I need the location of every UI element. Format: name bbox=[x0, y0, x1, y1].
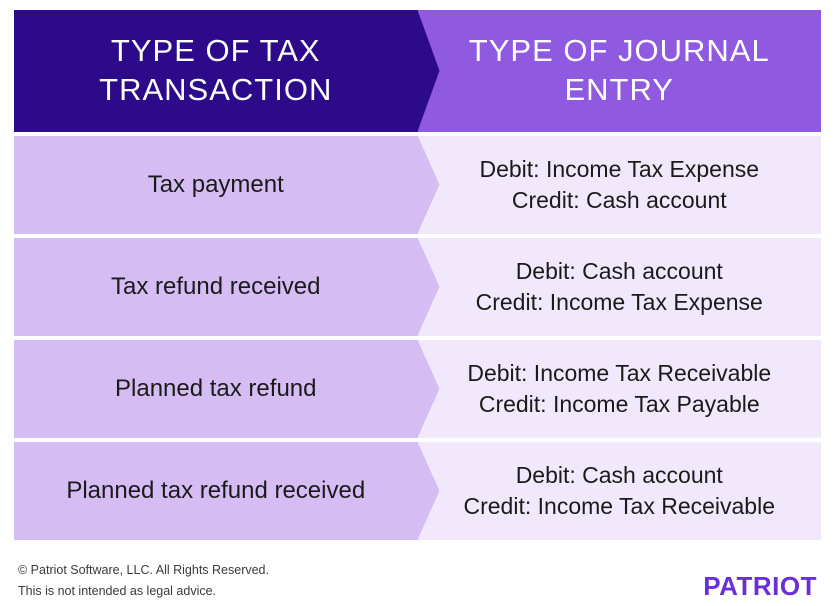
debit-line: Debit: Income Tax Expense bbox=[479, 154, 759, 185]
table-row: Planned tax refund Debit: Income Tax Rec… bbox=[14, 340, 821, 438]
copyright-text: © Patriot Software, LLC. All Rights Rese… bbox=[18, 560, 269, 581]
transaction-label: Tax payment bbox=[148, 171, 284, 199]
header-transaction-type: TYPE OF TAX TRANSACTION bbox=[14, 10, 418, 132]
transaction-cell: Tax refund received bbox=[14, 238, 418, 336]
header-left-label: TYPE OF TAX TRANSACTION bbox=[24, 32, 408, 110]
debit-line: Debit: Income Tax Receivable bbox=[467, 358, 771, 389]
credit-line: Credit: Income Tax Expense bbox=[476, 287, 763, 318]
footer: © Patriot Software, LLC. All Rights Rese… bbox=[14, 544, 821, 606]
transaction-cell: Planned tax refund bbox=[14, 340, 418, 438]
table-row: Tax payment Debit: Income Tax Expense Cr… bbox=[14, 136, 821, 234]
legal-disclaimer-text: This is not intended as legal advice. bbox=[18, 581, 269, 602]
footer-disclaimer-block: © Patriot Software, LLC. All Rights Rese… bbox=[18, 560, 269, 603]
transaction-label: Tax refund received bbox=[111, 273, 320, 301]
credit-line: Credit: Income Tax Payable bbox=[479, 389, 760, 420]
debit-line: Debit: Cash account bbox=[516, 460, 723, 491]
journal-entry-cell: Debit: Cash account Credit: Income Tax R… bbox=[418, 442, 822, 540]
patriot-logo: PATRIOT bbox=[703, 571, 817, 602]
debit-line: Debit: Cash account bbox=[516, 256, 723, 287]
table-header-row: TYPE OF TAX TRANSACTION TYPE OF JOURNAL … bbox=[14, 10, 821, 132]
journal-entry-cell: Debit: Cash account Credit: Income Tax E… bbox=[418, 238, 822, 336]
header-journal-entry-type: TYPE OF JOURNAL ENTRY bbox=[418, 10, 822, 132]
journal-entry-cell: Debit: Income Tax Expense Credit: Cash a… bbox=[418, 136, 822, 234]
table-row: Planned tax refund received Debit: Cash … bbox=[14, 442, 821, 540]
credit-line: Credit: Income Tax Receivable bbox=[464, 491, 776, 522]
header-right-label: TYPE OF JOURNAL ENTRY bbox=[428, 32, 812, 110]
transaction-label: Planned tax refund received bbox=[66, 477, 365, 505]
journal-entry-cell: Debit: Income Tax Receivable Credit: Inc… bbox=[418, 340, 822, 438]
tax-journal-table: TYPE OF TAX TRANSACTION TYPE OF JOURNAL … bbox=[14, 10, 821, 544]
credit-line: Credit: Cash account bbox=[512, 185, 727, 216]
transaction-label: Planned tax refund bbox=[115, 375, 316, 403]
transaction-cell: Tax payment bbox=[14, 136, 418, 234]
transaction-cell: Planned tax refund received bbox=[14, 442, 418, 540]
table-row: Tax refund received Debit: Cash account … bbox=[14, 238, 821, 336]
